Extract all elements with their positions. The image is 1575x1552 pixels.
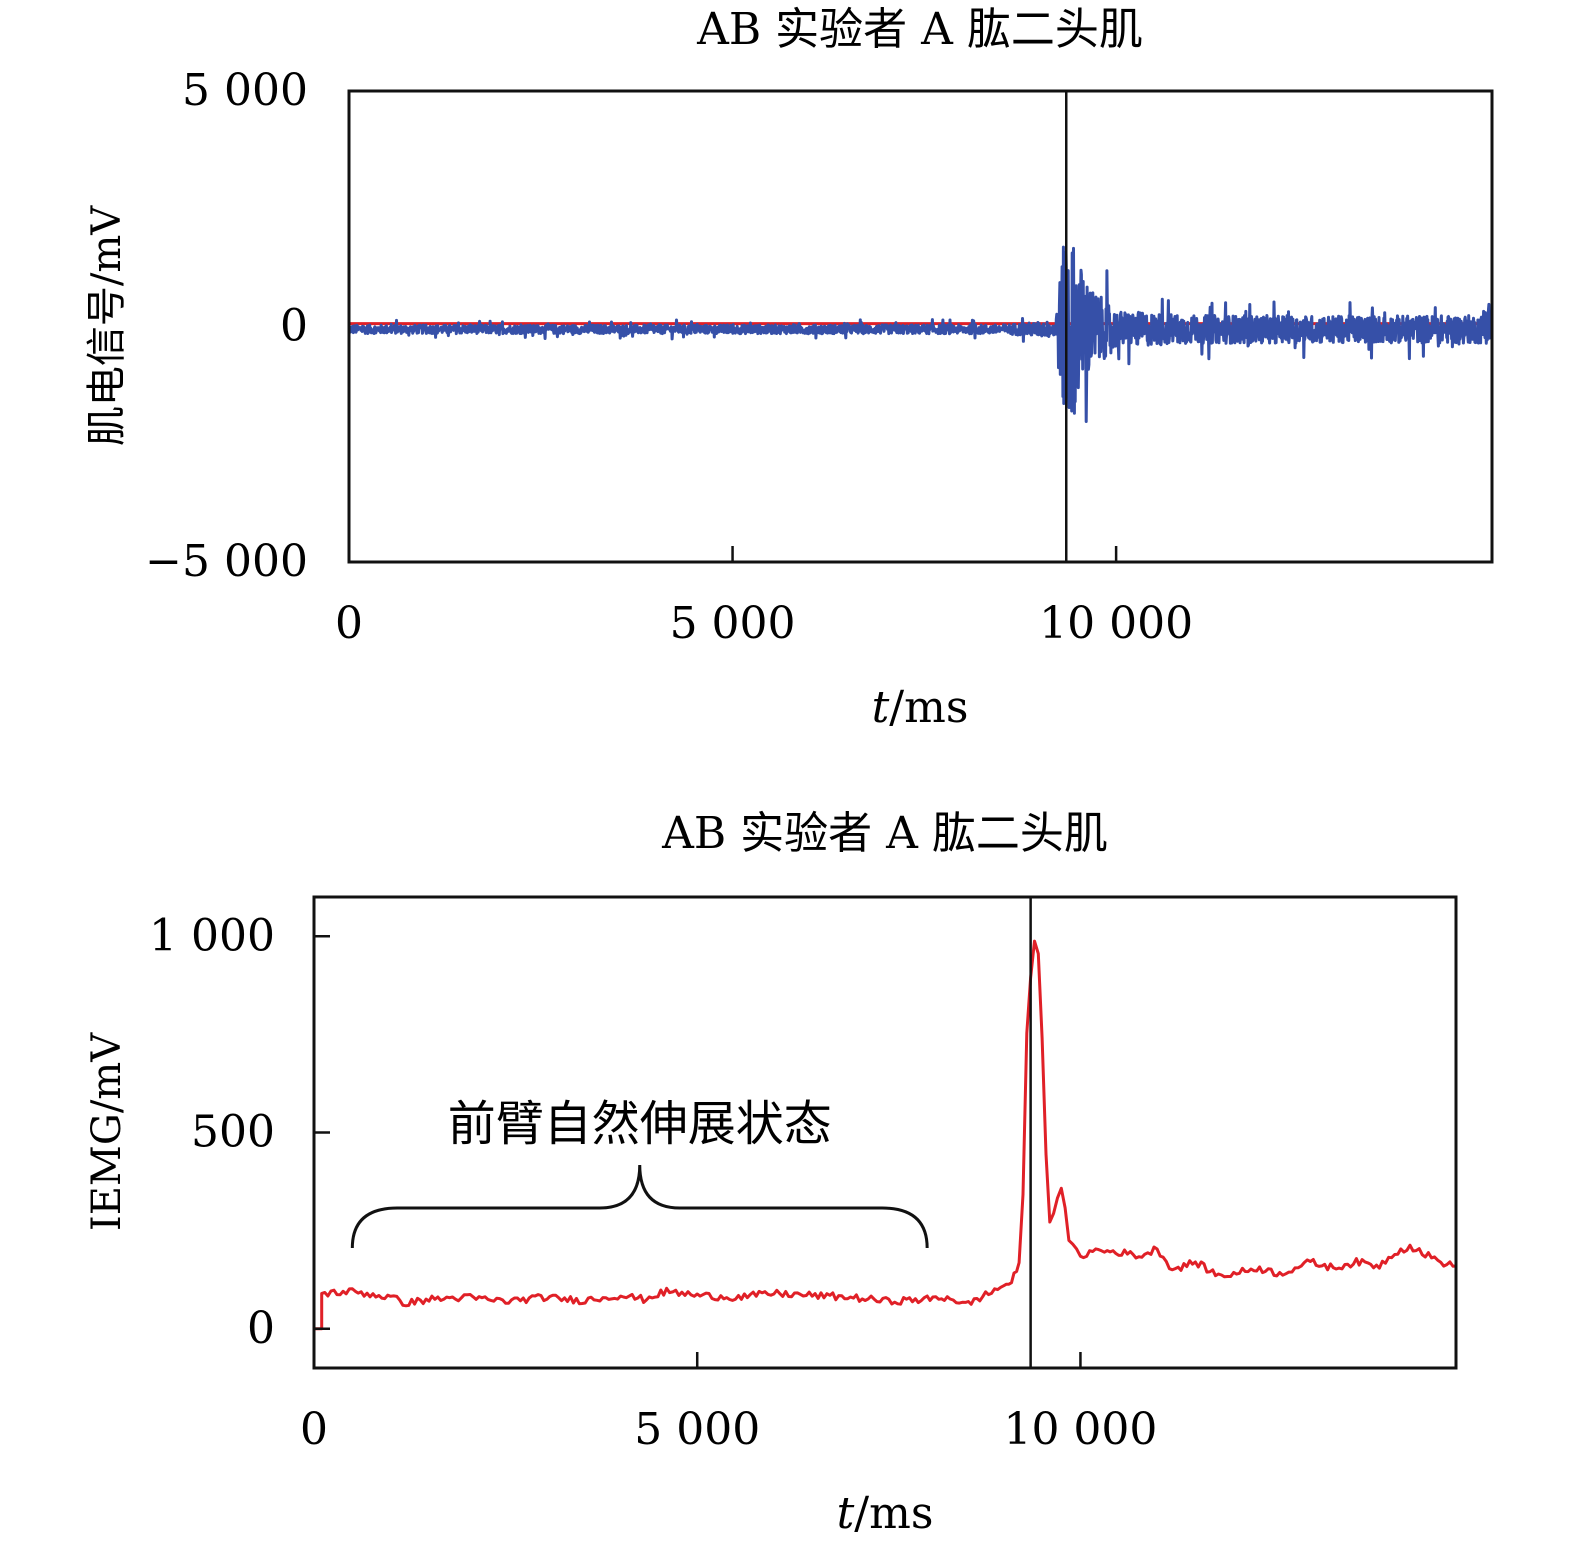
chart-1-xlabel-unit: /ms xyxy=(889,682,968,733)
chart-1-xtick-1: 5 000 xyxy=(670,598,796,649)
chart-1-xlabel: t/ms xyxy=(872,682,969,733)
chart-1-frame xyxy=(347,89,1494,564)
chart-1-xtick-2: 10 000 xyxy=(1039,598,1193,649)
chart-2-xlabel: t/ms xyxy=(837,1488,934,1539)
chart-2-xtick-1: 5 000 xyxy=(634,1404,760,1455)
chart-2-plot-area: 前臂自然伸展状态 xyxy=(312,895,1458,1370)
chart-2-annotation-brace xyxy=(350,1164,929,1249)
chart-1-series-signal xyxy=(347,245,1494,423)
chart-1-ylabel: 肌电信号/mV xyxy=(84,205,130,446)
chart-2-ytick-0: 1 000 xyxy=(149,910,275,961)
chart-emg-signal: AB 实验者 A 肱二头肌 肌电信号/mV t/ms 0 5 000 10 00… xyxy=(84,4,1494,733)
chart-1-title: AB 实验者 A 肱二头肌 xyxy=(696,4,1143,55)
chart-2-xtick-0: 0 xyxy=(300,1404,328,1455)
chart-1-plot-area xyxy=(347,89,1494,564)
chart-2-xtick-2: 10 000 xyxy=(1003,1404,1157,1455)
chart-1-ytick-0: 5 000 xyxy=(182,65,308,116)
chart-2-xlabel-unit: /ms xyxy=(854,1488,933,1539)
chart-2-annotation-text: 前臂自然伸展状态 xyxy=(448,1096,832,1152)
chart-iemg: AB 实验者 A 肱二头肌 IEMG/mV t/ms 前臂自然伸展状态 0 5 … xyxy=(84,808,1458,1539)
chart-2-title: AB 实验者 A 肱二头肌 xyxy=(661,808,1108,859)
chart-2-xlabel-var: t xyxy=(837,1488,855,1539)
chart-2-y-ticks: 1 000 500 0 xyxy=(149,910,275,1354)
chart-1-ytick-1: 0 xyxy=(280,301,308,352)
chart-2-ytick-1: 500 xyxy=(191,1107,275,1158)
chart-1-xlabel-var: t xyxy=(872,682,890,733)
chart-2-x-ticks: 0 5 000 10 000 xyxy=(300,1404,1157,1455)
chart-2-series-iemg xyxy=(314,939,1457,1331)
chart-1-y-ticks: 5 000 0 −5 000 xyxy=(145,65,308,587)
chart-1-ytick-2: −5 000 xyxy=(145,536,308,587)
chart-2-series-group xyxy=(314,939,1457,1331)
chart-1-xtick-0: 0 xyxy=(335,598,363,649)
chart-1-series-group xyxy=(347,245,1494,423)
chart-1-x-ticks: 0 5 000 10 000 xyxy=(335,598,1193,649)
chart-2-ylabel: IEMG/mV xyxy=(84,1032,130,1231)
chart-2-ytick-2: 0 xyxy=(247,1303,275,1354)
